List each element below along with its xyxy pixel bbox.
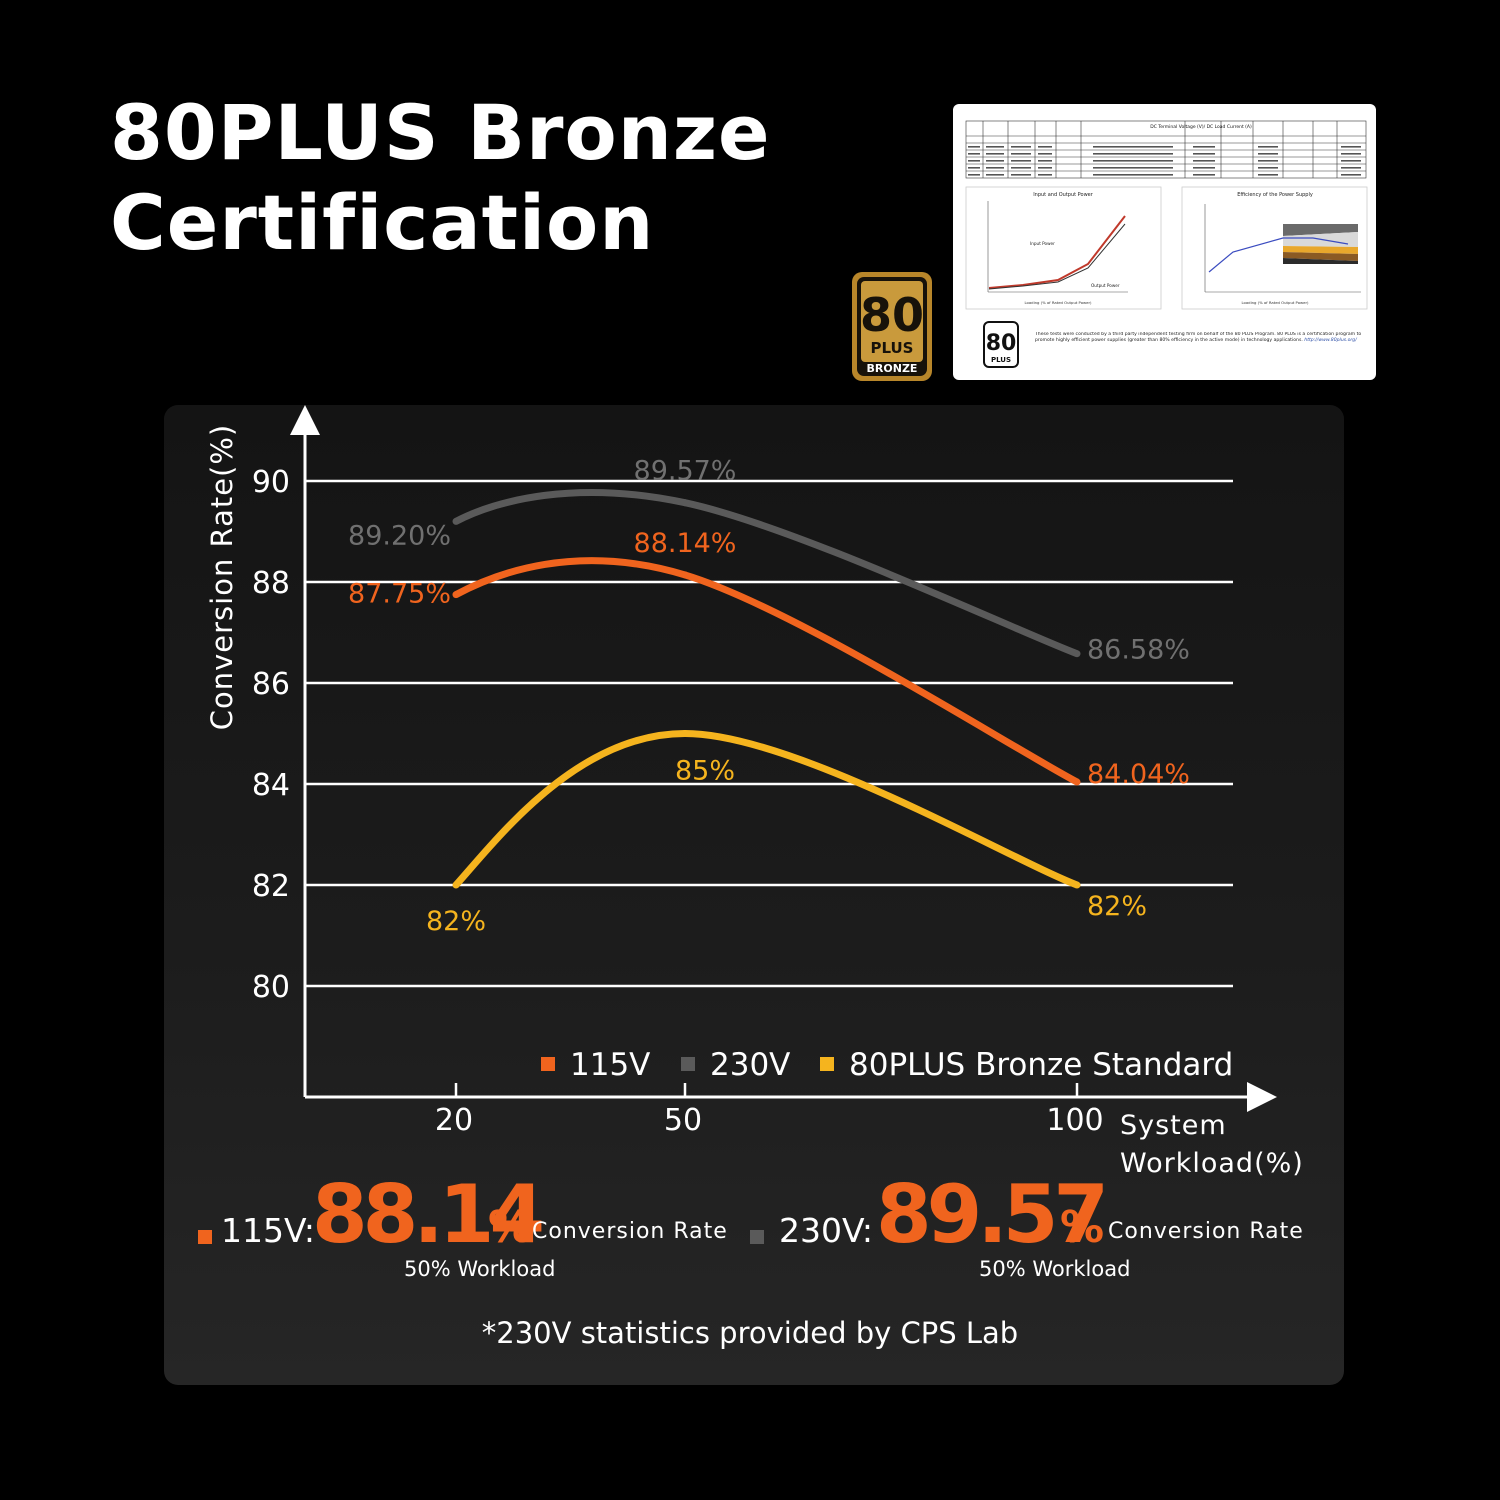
report-table-title: DC Terminal Voltage (V)/ DC Load Current… <box>1150 124 1252 130</box>
y-axis-title: Conversion Rate(%) <box>205 424 239 731</box>
data-label-80plus-bronze-standard-50: 85% <box>675 756 735 787</box>
report-80plus-logo <box>983 321 1019 368</box>
title-line-2: Certification <box>110 178 655 267</box>
legend-label-115v: 115V <box>570 1047 650 1083</box>
title-line-1: 80PLUS Bronze <box>110 88 771 177</box>
y-tick-84: 84 <box>252 768 290 803</box>
summary-230v-workload: 50% Workload <box>979 1257 1131 1281</box>
y-tick-80: 80 <box>252 970 290 1005</box>
80plus-bronze-badge: 80 PLUS BRONZE <box>852 272 932 381</box>
data-label-230v-50: 89.57% <box>634 456 737 487</box>
summary-230v-unit: % <box>1060 1202 1105 1253</box>
report-right-chart-title: Efficiency of the Power Supply <box>1237 192 1313 198</box>
report-url: http://www.80plus.org/ <box>1304 338 1357 343</box>
point-115v-100 <box>1073 778 1081 786</box>
summary-230v-label: Conversion Rate <box>1108 1219 1304 1244</box>
report-right-x-label: Loading (% of Rated Output Power) <box>1241 300 1309 305</box>
test-report-card: DC Terminal Voltage (V)/ DC Load Current… <box>953 104 1376 380</box>
summary-230v-value: 89.57 <box>876 1168 1109 1261</box>
data-label-230v-20: 89.20% <box>348 520 451 551</box>
legend-label-230v: 230V <box>710 1047 790 1083</box>
report-left-chart-frame <box>965 186 1162 310</box>
point-230v-100 <box>1073 650 1081 658</box>
summary-230v-voltage: 230V: <box>779 1211 873 1250</box>
footnote: *230V statistics provided by CPS Lab <box>481 1316 1019 1350</box>
report-note: These tests were conducted by a third pa… <box>1035 332 1362 343</box>
point-230v-20 <box>452 517 460 525</box>
report-output-power-line <box>988 223 1126 290</box>
test-report-graphic: DC Terminal Voltage (V)/ DC Load Current… <box>965 120 1368 368</box>
point-80plus-bronze-standard-50 <box>681 730 689 737</box>
report-input-power-label: Input Power <box>1030 241 1055 246</box>
report-left-x-label: Loading (% of Rated Output Power) <box>1024 300 1092 305</box>
summary-115v-workload: 50% Workload <box>404 1257 556 1281</box>
point-80plus-bronze-standard-20 <box>452 881 460 889</box>
report-table <box>965 120 1367 179</box>
report-right-chart-frame <box>1181 186 1368 310</box>
point-230v-50 <box>681 499 689 507</box>
report-left-chart-title: Input and Output Power <box>1033 192 1094 198</box>
legend-swatch-230v <box>681 1057 695 1071</box>
summary-115v-label: Conversion Rate <box>532 1219 728 1244</box>
summary-115v-voltage: 115V: <box>221 1211 315 1250</box>
point-115v-20 <box>452 591 460 599</box>
report-logo-big: 80 <box>986 331 1017 356</box>
y-tick-88: 88 <box>252 566 290 601</box>
legend: 115V 230V 80PLUS Bronze Standard <box>541 1047 1233 1083</box>
badge-plus: PLUS <box>870 339 913 357</box>
summary-115v-unit: % <box>488 1202 533 1253</box>
badge-big: 80 <box>860 288 924 342</box>
data-labels: 87.75% 88.14% 84.04% 89.20% 89.57% 86.58% 82% 8… <box>348 456 1190 937</box>
axes: 80 82 84 86 88 90 20 50 100 Conversion Rate(%) Sys… <box>205 405 1304 1179</box>
page-title: 80PLUS Bronze Certification <box>110 88 771 268</box>
legend-label-80plus-bronze-standard: 80PLUS Bronze Standard <box>849 1047 1233 1083</box>
x-tick-20: 20 <box>435 1103 473 1138</box>
summary-115v-swatch <box>198 1230 212 1244</box>
data-label-115v-50: 88.14% <box>634 528 737 559</box>
y-tick-82: 82 <box>252 869 290 904</box>
report-table-cells <box>968 146 1361 176</box>
report-output-power-label: Output Power <box>1091 283 1120 288</box>
badge-tier: BRONZE <box>867 362 918 375</box>
data-label-230v-100: 86.58% <box>1087 635 1190 666</box>
report-logo-small: PLUS <box>991 356 1011 364</box>
series-line-230v <box>454 489 1079 657</box>
x-axis-title-line1: System <box>1120 1110 1227 1141</box>
x-tick-100: 100 <box>1046 1103 1103 1138</box>
series-lines <box>452 489 1081 889</box>
data-label-80plus-bronze-standard-20: 82% <box>426 906 486 937</box>
series-line-115v <box>454 557 1079 786</box>
legend-swatch-115v <box>541 1057 555 1071</box>
point-115v-50 <box>681 571 689 579</box>
y-tick-86: 86 <box>252 667 290 702</box>
data-label-80plus-bronze-standard-100: 82% <box>1087 891 1147 922</box>
series-line-80plus-bronze-standard <box>453 729 1079 889</box>
legend-swatch-80plus-bronze-standard <box>820 1057 834 1071</box>
chart-panel <box>164 405 1344 1385</box>
data-label-115v-100: 84.04% <box>1087 759 1190 790</box>
y-tick-90: 90 <box>252 465 290 500</box>
report-input-power-line <box>988 215 1126 289</box>
data-label-115v-20: 87.75% <box>348 579 451 610</box>
x-axis-title-line2: Workload(%) <box>1120 1148 1304 1179</box>
summary-230v-swatch <box>750 1230 764 1244</box>
x-tick-50: 50 <box>664 1103 702 1138</box>
point-80plus-bronze-standard-100 <box>1073 881 1081 889</box>
report-efficiency-line <box>1208 237 1349 273</box>
summary-115v-value: 88.14 <box>312 1168 545 1261</box>
